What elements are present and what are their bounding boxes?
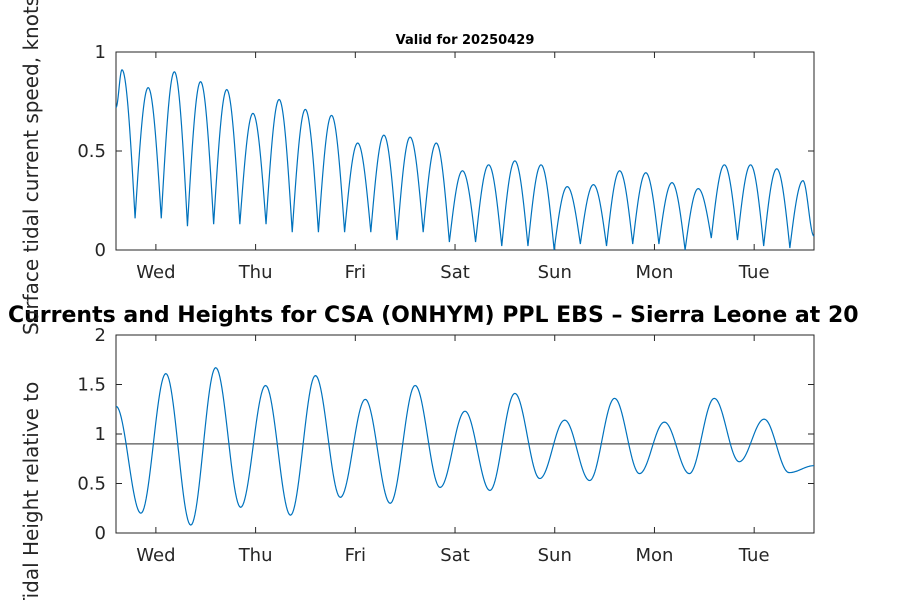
y-tick-label: 2: [95, 325, 106, 346]
x-tick-label: Fri: [345, 545, 366, 566]
y-tick-label: 0: [95, 240, 106, 261]
x-tick-label: Mon: [635, 262, 673, 283]
tidal-height-line: [115, 366, 815, 526]
x-tick-label: Sun: [538, 262, 572, 283]
x-tick-label: Wed: [136, 262, 175, 283]
x-tick-label: Tue: [738, 545, 770, 566]
x-tick-label: Thu: [238, 262, 273, 283]
y-tick-label: 0: [95, 523, 106, 544]
x-tick-label: Wed: [136, 545, 175, 566]
x-tick-label: Sun: [538, 545, 572, 566]
y-tick-label: 0.5: [77, 474, 106, 495]
x-tick-label: Sat: [440, 545, 470, 566]
chart-subtitle: Valid for 20250429: [396, 33, 535, 48]
y-tick-label: 1: [95, 42, 106, 63]
x-tick-label: Tue: [738, 262, 770, 283]
current-speed-axes: 0 0.5 1 Wed Thu Fri Sat Sun Mon Tue: [77, 42, 815, 283]
y-axis-label-current: Surface tidal current speed, knots: [19, 0, 43, 335]
y-tick-label: 1.5: [77, 375, 106, 396]
x-tick-label: Thu: [238, 545, 273, 566]
chart-title: Currents and Heights for CSA (ONHYM) PPL…: [8, 303, 859, 328]
tidal-height-axes: 0 0.5 1 1.5 2 Wed Thu Fri Sat Sun Mon Tue: [77, 325, 815, 566]
y-axis-label-height: Tidal Height relative to: [19, 382, 43, 600]
y-tick-label: 1: [95, 424, 106, 445]
x-tick-label: Sat: [440, 262, 470, 283]
x-tick-label: Mon: [635, 545, 673, 566]
current-speed-line: [115, 69, 815, 251]
y-tick-label: 0.5: [77, 141, 106, 162]
plot-frame: [115, 334, 815, 534]
plot-frame: [115, 51, 815, 251]
x-tick-label: Fri: [345, 262, 366, 283]
